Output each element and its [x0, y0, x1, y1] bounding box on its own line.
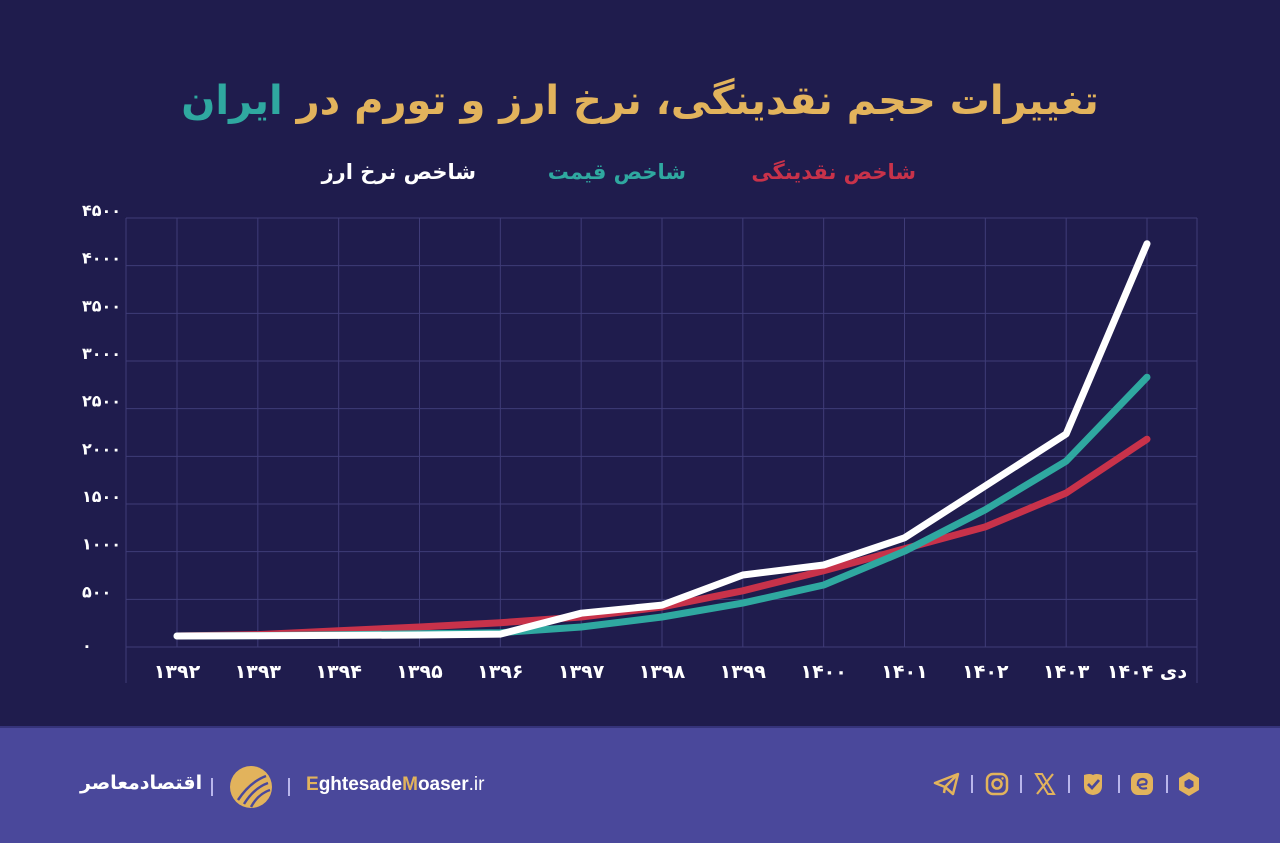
legend-price: شاخص قیمت	[547, 160, 686, 184]
telegram-icon[interactable]	[933, 770, 961, 798]
x-tick-label: ۱۳۹۶	[477, 661, 523, 683]
eitaa-icon[interactable]	[1128, 770, 1156, 798]
y-tick-label: ۵۰۰	[82, 582, 111, 601]
x-tick-label: ۱۳۹۵	[396, 661, 443, 683]
y-tick-label: ۳۵۰۰	[82, 296, 121, 315]
y-tick-label: ۳۰۰۰	[82, 344, 121, 363]
x-tick-label: ۱۳۹۹	[720, 661, 767, 683]
y-axis-ticks: ۰ ۵۰۰ ۱۰۰۰ ۱۵۰۰ ۲۰۰۰ ۲۵۰۰ ۳۰۰۰ ۳۵۰۰ ۴۰۰۰ ۴۵۰۰	[82, 201, 121, 655]
x-icon[interactable]	[1031, 770, 1059, 798]
chart-title: تغییرات حجم نقدینگی، نرخ ارز و تورم در ا…	[0, 78, 1280, 124]
chart-lines	[173, 240, 1151, 640]
x-tick-label: ۱۴۰۳	[1043, 661, 1090, 683]
x-axis-ticks: ۱۳۹۲ ۱۳۹۳ ۱۳۹۴ ۱۳۹۵ ۱۳۹۶ ۱۳۹۷ ۱۳۹۸ ۱۳۹۹ ۱۴۰۰ ۱۴۰۱…	[154, 661, 1188, 683]
title-accent: ایران	[181, 78, 283, 124]
series-line	[173, 240, 1151, 640]
divider	[1118, 775, 1120, 793]
website-link[interactable]: EghtesadeMoaser.ir	[306, 774, 485, 795]
y-tick-label: ۱۰۰۰	[82, 535, 121, 554]
divider	[1020, 775, 1022, 793]
divider	[211, 778, 213, 796]
divider	[971, 775, 973, 793]
x-tick-label: ۱۴۰۱	[881, 661, 927, 683]
footer: اقتصادمعاصر EghtesadeMoaser.ir	[0, 726, 1280, 843]
y-tick-label: ۲۵۰۰	[82, 392, 121, 411]
legend-exchange-rate: شاخص نرخ ارز	[321, 160, 476, 184]
y-tick-label: ۱۵۰۰	[82, 487, 121, 506]
divider	[288, 778, 290, 796]
x-tick-label: ۱۳۹۳	[235, 661, 282, 683]
divider	[1068, 775, 1070, 793]
y-tick-label: ۰	[82, 636, 92, 655]
chart-grid	[125, 217, 1198, 683]
brand-logo-icon	[230, 766, 272, 808]
x-tick-label: دی ۱۴۰۴	[1107, 661, 1187, 683]
x-tick-label: ۱۳۹۴	[315, 661, 361, 683]
x-tick-label: ۱۳۹۸	[639, 661, 686, 683]
x-tick-label: ۱۴۰۲	[962, 661, 1009, 683]
rubika-icon[interactable]	[1175, 770, 1203, 798]
title-main: تغییرات حجم نقدینگی، نرخ ارز و تورم در	[296, 78, 1100, 124]
y-tick-label: ۴۰۰۰	[82, 249, 121, 268]
x-tick-label: ۱۳۹۲	[154, 661, 201, 683]
check-badge-icon[interactable]	[1079, 770, 1107, 798]
y-tick-label: ۲۰۰۰	[82, 439, 121, 458]
y-tick-label: ۴۵۰۰	[82, 201, 121, 220]
x-tick-label: ۱۳۹۷	[558, 661, 605, 683]
line-chart: ۰ ۵۰۰ ۱۰۰۰ ۱۵۰۰ ۲۰۰۰ ۲۵۰۰ ۳۰۰۰ ۳۵۰۰ ۴۰۰۰ ۴۵۰۰ ۱۳۹…	[82, 201, 1198, 683]
divider	[1166, 775, 1168, 793]
brand-name-fa: اقتصادمعاصر	[80, 772, 203, 794]
legend: شاخص نقدینگی شاخص قیمت شاخص نرخ ارز	[0, 160, 1280, 190]
instagram-icon[interactable]	[983, 770, 1011, 798]
legend-liquidity: شاخص نقدینگی	[751, 160, 916, 184]
x-tick-label: ۱۴۰۰	[800, 661, 846, 683]
